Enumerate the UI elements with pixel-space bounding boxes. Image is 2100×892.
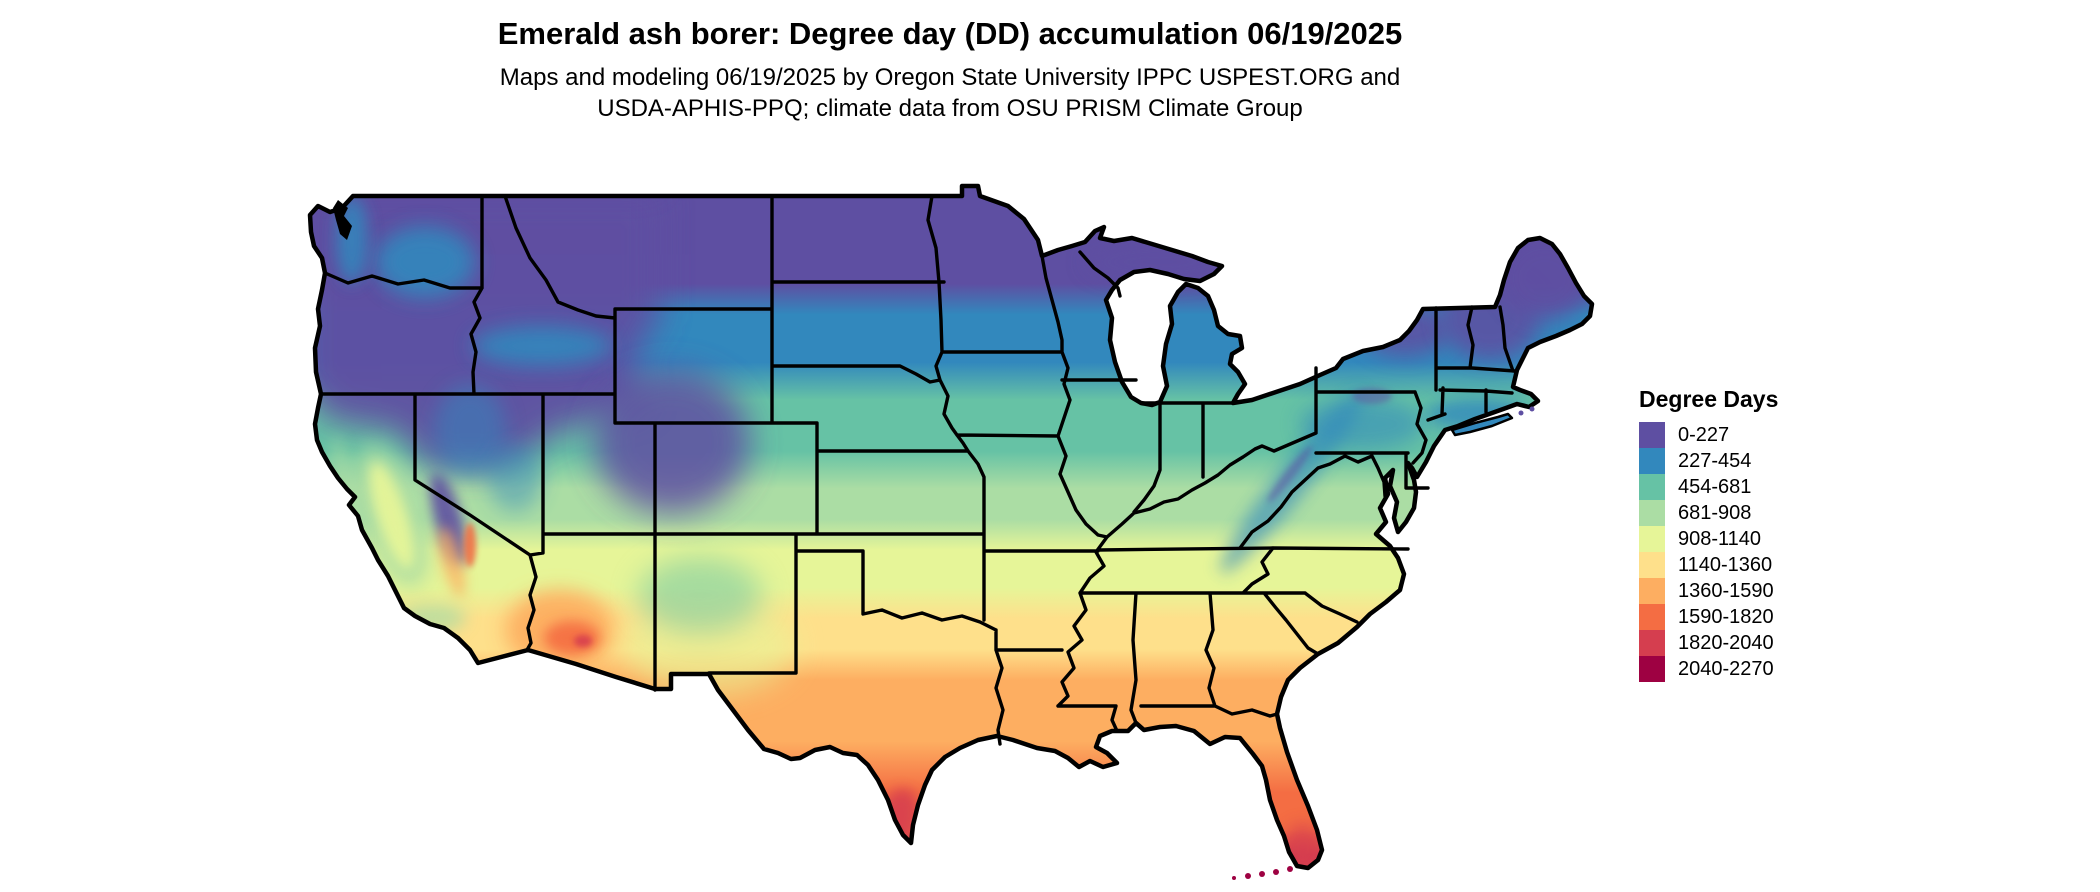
legend-label: 1820-2040 [1678,631,1774,654]
legend-swatch [1639,526,1665,552]
legend-item: 454-681 [1639,474,1778,500]
degree-days-legend-items: 0-227 227-454 454-681 681-908 908-1140 1140-1… [1639,422,1778,682]
state-boundaries [319,194,1517,746]
long-island [1450,412,1514,437]
legend-title: Degree Days [1639,386,1779,412]
legend-swatch [1639,656,1665,682]
legend-swatch [1639,630,1665,656]
figure-subtitle-line2: USDA-APHIS-PPQ; climate data from OSU PR… [597,95,1303,122]
legend-swatch [1639,604,1665,630]
legend-item: 1820-2040 [1639,630,1778,656]
legend-label: 681-908 [1678,501,1752,524]
degree-days-legend: Degree Days 0-227 227-454 454-681 681-908 90… [1639,386,1778,682]
legend-label: 454-681 [1678,475,1752,498]
legend-item: 0-227 [1639,422,1778,448]
legend-label: 1360-1590 [1678,579,1774,602]
island-marthas-vineyard [1518,410,1524,416]
figure-title: Emerald ash borer: Degree day (DD) accum… [497,16,1403,51]
legend-label: 1590-1820 [1678,605,1774,628]
figure-header: Emerald ash borer: Degree day (DD) accum… [0,14,1900,124]
legend-item: 1360-1590 [1639,578,1778,604]
degree-day-raster [310,186,1592,868]
legend-swatch [1639,474,1665,500]
legend-swatch [1639,448,1665,474]
legend-label: 227-454 [1678,449,1752,472]
puget-sound [333,200,352,240]
legend-swatch [1639,500,1665,526]
legend-label: 908-1140 [1678,527,1762,550]
legend-item: 908-1140 [1639,526,1778,552]
legend-item: 2040-2270 [1639,656,1778,682]
figure-subtitle-line1: Maps and modeling 06/19/2025 by Oregon S… [499,64,1401,91]
legend-label: 0-227 [1678,423,1730,446]
legend-swatch [1639,578,1665,604]
legend-item: 1140-1360 [1639,552,1778,578]
legend-swatch [1639,552,1665,578]
legend-item: 227-454 [1639,448,1778,474]
legend-label: 2040-2270 [1678,657,1774,680]
figure-subtitle: Maps and modeling 06/19/2025 by Oregon S… [0,62,1900,124]
florida-keys [1232,866,1293,880]
island-nantucket [1529,406,1535,412]
legend-item: 681-908 [1639,500,1778,526]
legend-item: 1590-1820 [1639,604,1778,630]
legend-label: 1140-1360 [1678,553,1773,576]
legend-swatch [1639,422,1665,448]
